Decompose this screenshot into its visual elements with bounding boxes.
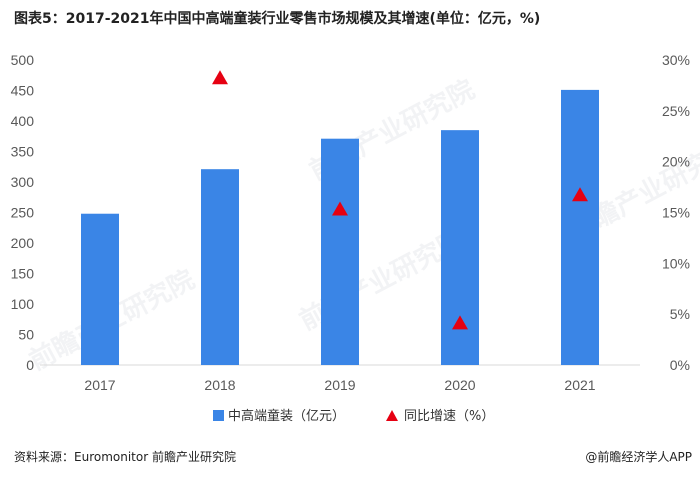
y2-tick-label: 10% [662, 255, 690, 271]
source-note: 资料来源：Euromonitor 前瞻产业研究院 [14, 450, 236, 464]
y-tick-label: 350 [11, 144, 35, 160]
y-tick-label: 250 [11, 205, 35, 221]
growth-marker [452, 315, 468, 330]
x-tick-label: 2021 [564, 377, 595, 393]
y-tick-label: 200 [11, 235, 35, 251]
y2-tick-label: 25% [662, 103, 690, 119]
bar [321, 138, 359, 365]
y2-tick-label: 30% [662, 52, 690, 68]
bar [81, 213, 119, 365]
growth-marker [332, 201, 348, 216]
y2-tick-label: 5% [670, 306, 690, 322]
y2-tick-label: 20% [662, 154, 690, 170]
x-tick-label: 2020 [444, 377, 475, 393]
legend-swatch-marker [386, 410, 398, 421]
x-tick-label: 2017 [84, 377, 115, 393]
growth-marker [212, 70, 228, 85]
y-tick-label: 400 [11, 113, 35, 129]
chart-title: 图表5：2017-2021年中国中高端童装行业零售市场规模及其增速(单位：亿元，… [14, 11, 541, 27]
y-tick-label: 150 [11, 266, 35, 282]
y-tick-label: 50 [18, 327, 34, 343]
y-tick-label: 450 [11, 83, 35, 99]
x-tick-label: 2018 [204, 377, 235, 393]
growth-marker [572, 187, 588, 202]
y-tick-label: 300 [11, 174, 35, 190]
legend-label: 中高端童装（亿元） [228, 408, 345, 424]
x-tick-label: 2019 [324, 377, 355, 393]
y-tick-label: 0 [26, 357, 34, 373]
legend-label: 同比增速（%） [404, 409, 494, 424]
brand-credit: @前瞻经济学人APP [585, 450, 692, 464]
y2-tick-label: 15% [662, 205, 690, 221]
legend-swatch-bar [213, 410, 224, 421]
y-tick-label: 500 [11, 52, 35, 68]
y2-tick-label: 0% [670, 357, 690, 373]
bar [201, 169, 239, 365]
y-tick-label: 100 [11, 296, 35, 312]
bar [561, 89, 599, 365]
bar [441, 130, 479, 365]
